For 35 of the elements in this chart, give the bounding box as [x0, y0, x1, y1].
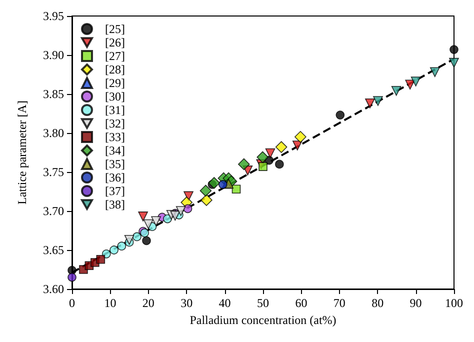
x-tick-label: 30 [180, 296, 193, 310]
x-tick-label: 20 [142, 296, 154, 310]
legend-label: [25] [105, 22, 125, 36]
legend-label: [28] [105, 62, 125, 76]
x-tick-label: 100 [445, 296, 463, 310]
y-tick-label: 3.80 [43, 126, 64, 140]
y-tick-label: 3.90 [43, 48, 64, 62]
y-tick-label: 3.95 [43, 9, 64, 23]
legend-label: [36] [105, 170, 125, 184]
legend-label: [34] [105, 144, 125, 158]
x-tick-label: 90 [410, 296, 422, 310]
legend-label: [38] [105, 198, 125, 212]
legend-label: [31] [105, 103, 125, 117]
legend-label: [35] [105, 157, 125, 171]
x-tick-label: 60 [295, 296, 308, 310]
legend-label: [30] [105, 90, 125, 104]
x-tick-label: 80 [372, 296, 384, 310]
x-tick-label: 10 [104, 296, 116, 310]
x-tick-label: 40 [218, 296, 231, 310]
legend-label: [27] [105, 49, 125, 63]
y-tick-label: 3.75 [43, 165, 64, 179]
x-tick-label: 50 [257, 296, 269, 310]
x-tick-label: 70 [333, 296, 346, 310]
y-tick-label: 3.65 [43, 243, 64, 257]
legend-label: [32] [105, 116, 125, 130]
legend-label: [37] [105, 184, 125, 198]
x-tick-label: 0 [69, 296, 75, 310]
x-axis-title: Palladium concentration (at%) [190, 312, 336, 327]
y-tick-label: 3.70 [43, 204, 64, 218]
y-tick-label: 3.60 [43, 282, 64, 296]
legend-label: [26] [105, 36, 125, 50]
y-tick-label: 3.85 [43, 87, 64, 101]
y-axis-title: Lattice parameter [A] [15, 100, 29, 204]
legend-label: [33] [105, 130, 125, 144]
legend-label: [29] [105, 76, 125, 90]
